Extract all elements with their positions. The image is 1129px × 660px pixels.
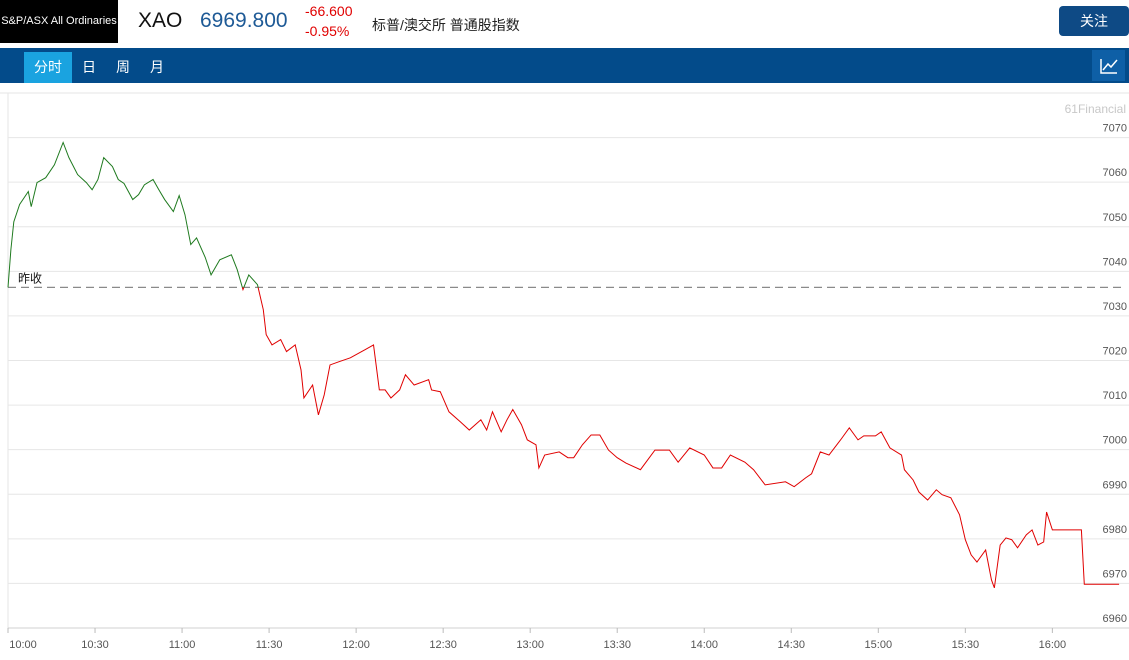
y-tick-label: 7020 bbox=[1103, 346, 1127, 358]
x-tick-label: 15:00 bbox=[865, 639, 893, 651]
change-percent: -0.95% bbox=[305, 23, 350, 39]
tab-bar: 分时日 周 月 bbox=[0, 48, 1129, 83]
y-tick-label: 6960 bbox=[1103, 613, 1127, 625]
tab[interactable]: 日 bbox=[82, 59, 96, 75]
chart-icon[interactable] bbox=[1092, 50, 1125, 81]
y-tick-label: 7030 bbox=[1103, 301, 1127, 313]
y-tick-label: 7060 bbox=[1103, 167, 1127, 179]
header: S&P/ASX All Ordinaries XAO 6969.800 -66.… bbox=[0, 0, 1129, 44]
price-line bbox=[7, 141, 1120, 589]
x-tick-label: 10:00 bbox=[9, 639, 37, 651]
chart: 6960 6970 6980 6990 7000 7010 7020 7030 7040 7050… bbox=[0, 92, 1129, 651]
y-tick-label: 7010 bbox=[1103, 390, 1127, 402]
x-tick-label: 16:00 bbox=[1039, 639, 1067, 651]
y-tick-label: 7050 bbox=[1103, 212, 1127, 224]
x-tick-label: 13:30 bbox=[603, 639, 631, 651]
description: 标普/澳交所 普通股指数 bbox=[372, 17, 520, 33]
x-tick-label: 10:30 bbox=[81, 639, 109, 651]
y-tick-label: 6970 bbox=[1103, 568, 1127, 580]
x-tick-label: 12:30 bbox=[429, 639, 457, 651]
y-tick-label: 7000 bbox=[1103, 435, 1127, 447]
price: 6969.800 bbox=[200, 9, 288, 32]
change: -66.600 bbox=[305, 3, 353, 19]
index-name: S&P/ASX All Ordinaries bbox=[0, 0, 118, 43]
prev-close-label: 昨收 bbox=[18, 271, 42, 285]
x-tick-label: 15:30 bbox=[952, 639, 980, 651]
x-tick-label: 11:30 bbox=[256, 639, 283, 651]
x-tick-label: 12:00 bbox=[342, 639, 370, 651]
y-tick-label: 6980 bbox=[1103, 524, 1127, 536]
x-tick-label: 14:00 bbox=[690, 639, 718, 651]
y-tick-label: 7040 bbox=[1103, 256, 1127, 268]
watermark: 61Financial bbox=[1065, 102, 1126, 116]
symbol: XAO bbox=[138, 9, 183, 32]
y-tick-label: 6990 bbox=[1103, 479, 1127, 491]
tab[interactable]: 月 bbox=[150, 59, 164, 75]
tab[interactable]: 周 bbox=[116, 59, 130, 75]
follow-button[interactable]: 关注 bbox=[1059, 6, 1129, 36]
chart-icon-graphic bbox=[1100, 59, 1118, 74]
x-tick-label: 11:00 bbox=[169, 639, 196, 651]
x-tick-label: 14:30 bbox=[778, 639, 806, 651]
x-tick-label: 13:00 bbox=[516, 639, 544, 651]
tab[interactable]: 分时 bbox=[24, 52, 72, 83]
y-tick-label: 7070 bbox=[1103, 123, 1127, 135]
